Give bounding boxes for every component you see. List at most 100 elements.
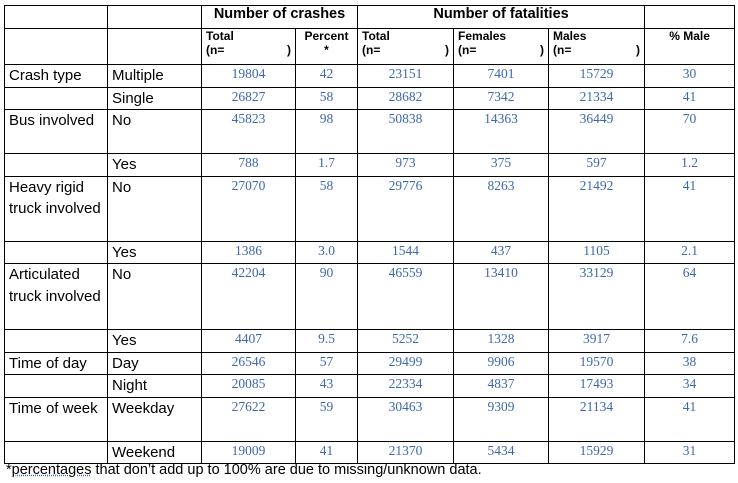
row-sub-label: Single	[107, 86, 202, 110]
cell-pct-male: 2.1	[644, 240, 736, 264]
header-row-2: Total (n=) Percent * Total (n=) Females …	[4, 28, 736, 65]
row-sub-label: Yes	[107, 240, 202, 264]
cell-crashes-percent: 90	[294, 263, 359, 330]
cell-crashes-percent: 59	[294, 396, 359, 442]
cell-pct-male: 34	[644, 374, 736, 398]
cell-pct-male: 41	[644, 86, 736, 110]
cell-pct-male: 30	[644, 64, 736, 88]
header-females-label: Females	[458, 29, 507, 43]
row-group-label: Bus involved	[4, 109, 108, 154]
cell-pct-male: 70	[644, 109, 736, 154]
cell-crashes-total: 26827	[201, 86, 296, 110]
crash-fatality-table: Number of crashes Number of fatalities T…	[4, 5, 736, 464]
cell-fatalities-females: 4837	[453, 374, 550, 398]
cell-fatalities-females: 5434	[453, 440, 550, 464]
table-row: Heavy rigid truck involved No 27070 58 2…	[4, 175, 736, 242]
cell-fatalities-males: 1105	[548, 240, 646, 264]
header-fatalities-total: Total (n=)	[357, 28, 455, 65]
row-sub-label: Multiple	[107, 64, 202, 88]
cell-fatalities-males: 36449	[548, 109, 646, 154]
header-row-1: Number of crashes Number of fatalities	[4, 5, 736, 29]
cell-fatalities-males: 17493	[548, 374, 646, 398]
cell-fatalities-total: 22334	[357, 374, 455, 398]
header-blank-cell	[4, 5, 108, 29]
header-crashes-group: Number of crashes	[200, 5, 359, 29]
cell-pct-male: 64	[644, 263, 736, 330]
row-sub-label: No	[107, 109, 202, 154]
header-percent-label: Percent	[304, 29, 349, 43]
table-row: Single 26827 58 28682 7342 21334 41	[4, 86, 736, 110]
cell-crashes-total: 19009	[201, 440, 296, 464]
cell-fatalities-females: 9906	[453, 351, 550, 375]
table-row: Yes 1386 3.0 1544 437 1105 2.1	[4, 240, 736, 264]
cell-fatalities-males: 21334	[548, 86, 646, 110]
table-row: Night 20085 43 22334 4837 17493 34	[4, 374, 736, 398]
cell-fatalities-males: 33129	[548, 263, 646, 330]
cell-fatalities-total: 50838	[357, 109, 455, 154]
row-sub-label: No	[107, 263, 202, 330]
cell-fatalities-total: 30463	[357, 396, 455, 442]
cell-fatalities-females: 7342	[453, 86, 550, 110]
cell-crashes-total: 4407	[201, 329, 296, 353]
table-row: Crash type Multiple 19804 42 23151 7401 …	[4, 64, 736, 88]
row-group-label	[4, 153, 108, 177]
row-sub-label: Day	[107, 351, 202, 375]
table-row: Weekend 19009 41 21370 5434 15929 31	[4, 440, 736, 464]
table-row: Articulated truck involved No 42204 90 4…	[4, 263, 736, 330]
row-group-label	[4, 240, 108, 264]
header-males: Males (n=)	[548, 28, 646, 65]
footnote-percentages-link: percentages	[11, 462, 92, 478]
cell-fatalities-females: 375	[453, 153, 550, 177]
cell-crashes-percent: 58	[294, 86, 359, 110]
row-sub-label: Weekday	[107, 396, 202, 442]
row-group-label	[4, 329, 108, 353]
header-n-placeholder: (n=)	[206, 43, 291, 57]
row-group-label: Articulated truck involved	[4, 263, 108, 330]
cell-fatalities-males: 597	[548, 153, 646, 177]
cell-fatalities-males: 15729	[548, 64, 646, 88]
header-percent-star: *	[324, 43, 329, 57]
cell-fatalities-total: 973	[357, 153, 455, 177]
cell-fatalities-total: 5252	[357, 329, 455, 353]
cell-crashes-percent: 57	[294, 351, 359, 375]
header-n-placeholder: (n=)	[458, 43, 545, 57]
cell-crashes-percent: 1.7	[294, 153, 359, 177]
row-group-label	[4, 86, 108, 110]
header-females: Females (n=)	[453, 28, 550, 65]
cell-fatalities-females: 13410	[453, 263, 550, 330]
cell-fatalities-males: 19570	[548, 351, 646, 375]
row-sub-label: No	[107, 175, 202, 242]
cell-crashes-total: 20085	[201, 374, 296, 398]
cell-crashes-total: 1386	[201, 240, 296, 264]
header-blank-cell	[644, 5, 736, 29]
header-pct-male: % Male	[644, 28, 736, 65]
cell-fatalities-males: 21134	[548, 396, 646, 442]
cell-crashes-percent: 3.0	[294, 240, 359, 264]
row-sub-label: Yes	[107, 153, 202, 177]
cell-pct-male: 1.2	[644, 153, 736, 177]
row-sub-label: Weekend	[107, 440, 202, 464]
row-group-label: Crash type	[4, 64, 108, 88]
cell-crashes-percent: 58	[294, 175, 359, 242]
header-blank-cell	[107, 5, 202, 29]
row-group-label: Time of day	[4, 351, 108, 375]
cell-fatalities-total: 29499	[357, 351, 455, 375]
cell-crashes-percent: 98	[294, 109, 359, 154]
row-group-label	[4, 440, 108, 464]
cell-crashes-total: 27070	[201, 175, 296, 242]
header-n-placeholder: (n=)	[553, 43, 641, 57]
footnote: *percentages that don’t add up to 100% a…	[6, 462, 482, 478]
cell-fatalities-total: 1544	[357, 240, 455, 264]
cell-fatalities-females: 8263	[453, 175, 550, 242]
row-group-label: Heavy rigid truck involved	[4, 175, 108, 242]
cell-crashes-total: 27622	[201, 396, 296, 442]
cell-fatalities-total: 23151	[357, 64, 455, 88]
cell-fatalities-total: 21370	[357, 440, 455, 464]
footnote-star: *	[6, 462, 12, 478]
cell-fatalities-total: 28682	[357, 86, 455, 110]
table-row: Bus involved No 45823 98 50838 14363 364…	[4, 109, 736, 154]
row-sub-label: Yes	[107, 329, 202, 353]
cell-crashes-percent: 43	[294, 374, 359, 398]
cell-crashes-total: 26546	[201, 351, 296, 375]
cell-crashes-total: 42204	[201, 263, 296, 330]
